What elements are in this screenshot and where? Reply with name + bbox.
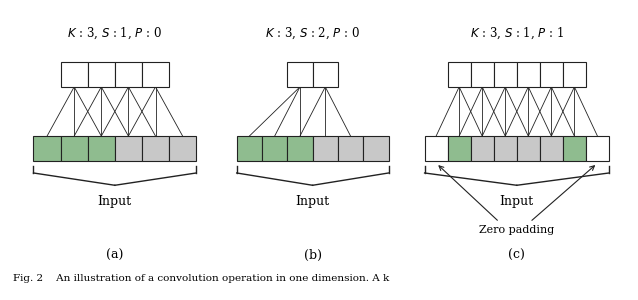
Bar — [563, 62, 586, 87]
Bar — [142, 136, 169, 161]
Bar — [563, 136, 586, 161]
Bar — [494, 136, 517, 161]
Bar — [169, 136, 196, 161]
Bar — [448, 62, 471, 87]
Bar — [494, 62, 517, 87]
Bar — [540, 136, 563, 161]
Bar — [262, 136, 287, 161]
Bar — [425, 136, 448, 161]
Bar — [313, 62, 338, 87]
Bar — [471, 136, 494, 161]
Bar — [237, 136, 262, 161]
Text: (b): (b) — [304, 248, 322, 262]
Bar — [338, 136, 363, 161]
Bar — [363, 136, 389, 161]
Text: Input: Input — [295, 195, 330, 208]
Bar — [87, 136, 115, 161]
Bar — [61, 136, 87, 161]
Bar — [517, 136, 540, 161]
Text: $\mathit{K}$ : 3, $\mathit{S}$ : 1, $\mathit{P}$ : 1: $\mathit{K}$ : 3, $\mathit{S}$ : 1, $\ma… — [470, 26, 564, 41]
Bar — [586, 136, 609, 161]
Bar — [287, 136, 313, 161]
Bar — [34, 136, 61, 161]
Bar — [313, 136, 338, 161]
Text: Zero padding: Zero padding — [479, 225, 554, 235]
Text: (c): (c) — [508, 248, 525, 262]
Bar — [115, 136, 142, 161]
Bar — [540, 62, 563, 87]
Bar — [142, 62, 169, 87]
Text: Input: Input — [98, 195, 132, 208]
Bar — [61, 62, 87, 87]
Text: $\mathit{K}$ : 3, $\mathit{S}$ : 1, $\mathit{P}$ : 0: $\mathit{K}$ : 3, $\mathit{S}$ : 1, $\ma… — [67, 26, 163, 41]
Bar — [115, 62, 142, 87]
Bar — [517, 62, 540, 87]
Bar — [448, 136, 471, 161]
Text: Input: Input — [500, 195, 534, 208]
Bar — [87, 62, 115, 87]
Text: $\mathit{K}$ : 3, $\mathit{S}$ : 2, $\mathit{P}$ : 0: $\mathit{K}$ : 3, $\mathit{S}$ : 2, $\ma… — [265, 26, 360, 41]
Bar — [471, 62, 494, 87]
Text: Fig. 2    An illustration of a convolution operation in one dimension. A k: Fig. 2 An illustration of a convolution … — [13, 274, 389, 283]
Text: (a): (a) — [106, 248, 124, 262]
Bar — [287, 62, 313, 87]
